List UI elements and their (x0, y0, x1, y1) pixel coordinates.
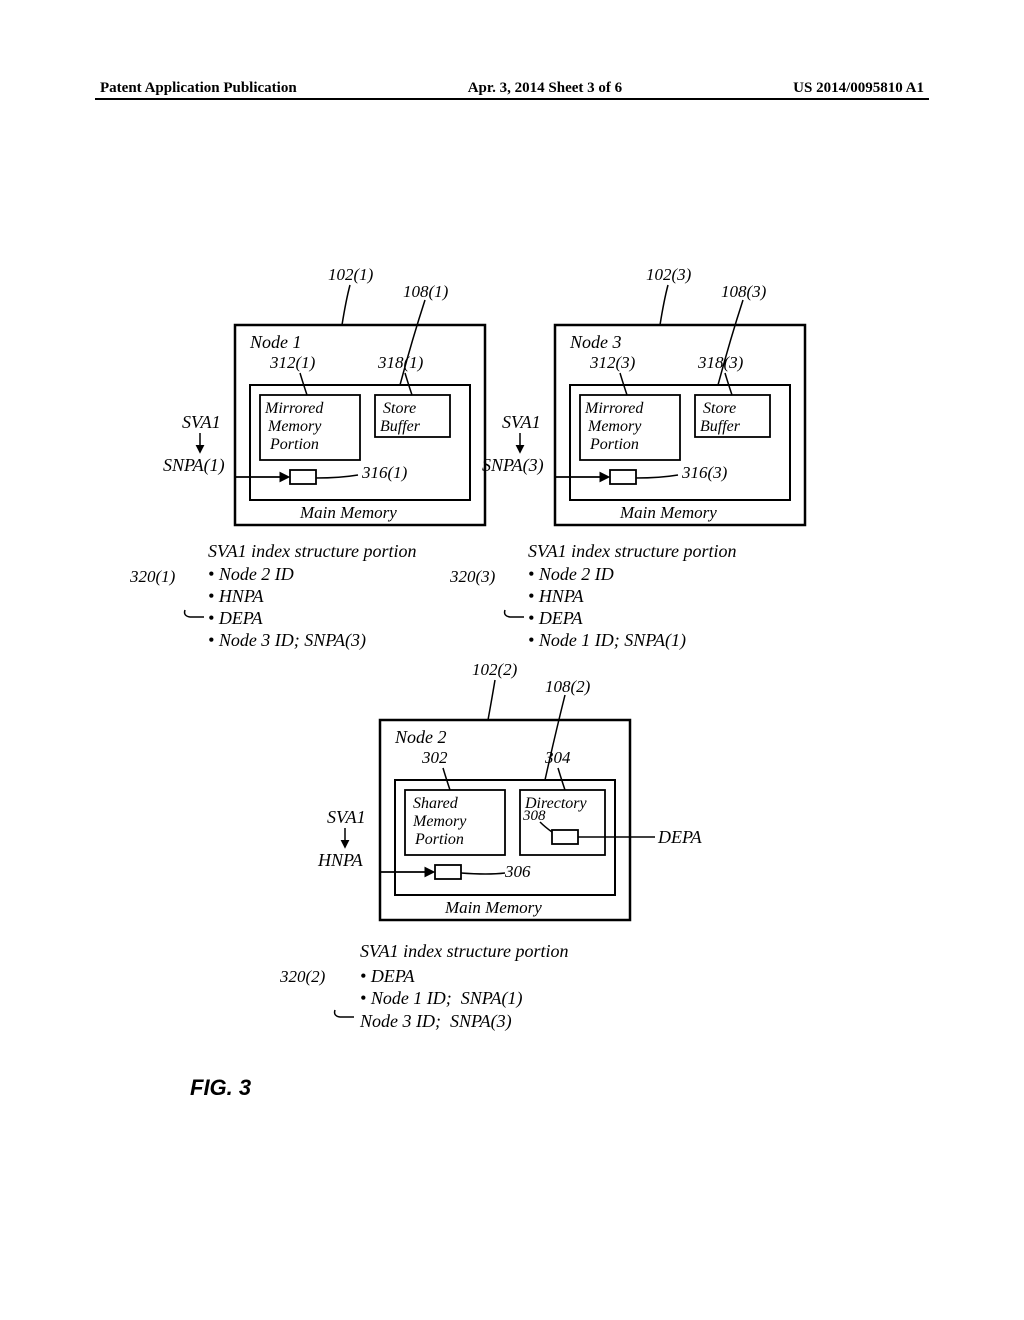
ref-318-3: 318(3) (698, 353, 743, 373)
svg-text:Memory: Memory (267, 418, 322, 435)
idx-3-l3: • Node 1 ID; SNPA(1) (528, 629, 686, 652)
ref-308: 308 (523, 808, 546, 825)
ref-320-2: 320(2) (280, 967, 325, 987)
svg-text:Portion: Portion (269, 436, 319, 453)
hnpa-label-2: HNPA (318, 850, 363, 871)
figure-label: FIG. 3 (190, 1075, 251, 1101)
svg-text:Main Memory: Main Memory (299, 503, 397, 522)
ref-320-1: 320(1) (130, 567, 175, 587)
ref-306: 306 (505, 862, 531, 882)
node-2: Node 2 Main Memory Shared Memory Portion… (345, 680, 655, 920)
svg-text:Node 3: Node 3 (569, 332, 622, 352)
svg-text:Node 1: Node 1 (249, 332, 302, 352)
ref-320-3: 320(3) (450, 567, 495, 587)
node-1: Node 1 Main Memory Mirrored Memory Porti… (200, 285, 485, 525)
idx-1-l3: • Node 3 ID; SNPA(3) (208, 629, 366, 652)
ref-108-1: 108(1) (403, 282, 448, 302)
sva1-label-2: SVA1 (327, 807, 366, 828)
svg-text:Store: Store (383, 400, 416, 417)
svg-text:Mirrored: Mirrored (584, 400, 644, 417)
idx-3-l0: • Node 2 ID (528, 563, 614, 586)
idx-1-l0: • Node 2 ID (208, 563, 294, 586)
svg-text:Store: Store (703, 400, 736, 417)
idx-title-1: SVA1 index structure portion (208, 540, 416, 563)
svg-text:Buffer: Buffer (380, 418, 421, 435)
svg-text:Mirrored: Mirrored (264, 400, 324, 417)
svg-text:Node 2: Node 2 (394, 727, 447, 747)
svg-text:Shared: Shared (413, 795, 459, 812)
ref-102-3: 102(3) (646, 265, 691, 285)
sva1-label-1: SVA1 (182, 412, 221, 433)
idx-1-l2: • DEPA (208, 607, 262, 630)
snpa-label-1: SNPA(1) (163, 455, 225, 476)
depa-label-2: DEPA (658, 827, 702, 848)
ref-318-1: 318(1) (378, 353, 423, 373)
idx-1-l1: • HNPA (208, 585, 264, 608)
snpa-label-3: SNPA(3) (482, 455, 544, 476)
ref-316-3: 316(3) (682, 463, 727, 483)
ref-316-1: 316(1) (362, 463, 407, 483)
ref-102-1: 102(1) (328, 265, 373, 285)
ref-108-3: 108(3) (721, 282, 766, 302)
ref-102-2: 102(2) (472, 660, 517, 680)
svg-text:Portion: Portion (589, 436, 639, 453)
node-3: Node 3 Main Memory Mirrored Memory Porti… (520, 285, 805, 525)
svg-text:Memory: Memory (587, 418, 642, 435)
ref-312-3: 312(3) (590, 353, 635, 373)
idx-3-l2: • DEPA (528, 607, 582, 630)
sva1-label-3: SVA1 (502, 412, 541, 433)
ref-108-2: 108(2) (545, 677, 590, 697)
idx-2-l0: • DEPA (360, 965, 414, 988)
idx-3-l1: • HNPA (528, 585, 584, 608)
idx-title-3: SVA1 index structure portion (528, 540, 736, 563)
ref-302: 302 (422, 748, 448, 768)
ref-312-1: 312(1) (270, 353, 315, 373)
svg-text:Portion: Portion (414, 831, 464, 848)
svg-text:Memory: Memory (412, 813, 467, 830)
idx-title-2: SVA1 index structure portion (360, 940, 568, 963)
svg-text:Main Memory: Main Memory (619, 503, 717, 522)
svg-text:Buffer: Buffer (700, 418, 741, 435)
svg-text:Main Memory: Main Memory (444, 898, 542, 917)
idx-2-l1: • Node 1 ID; SNPA(1) Node 3 ID; SNPA(3) (360, 987, 522, 1032)
ref-304: 304 (545, 748, 571, 768)
